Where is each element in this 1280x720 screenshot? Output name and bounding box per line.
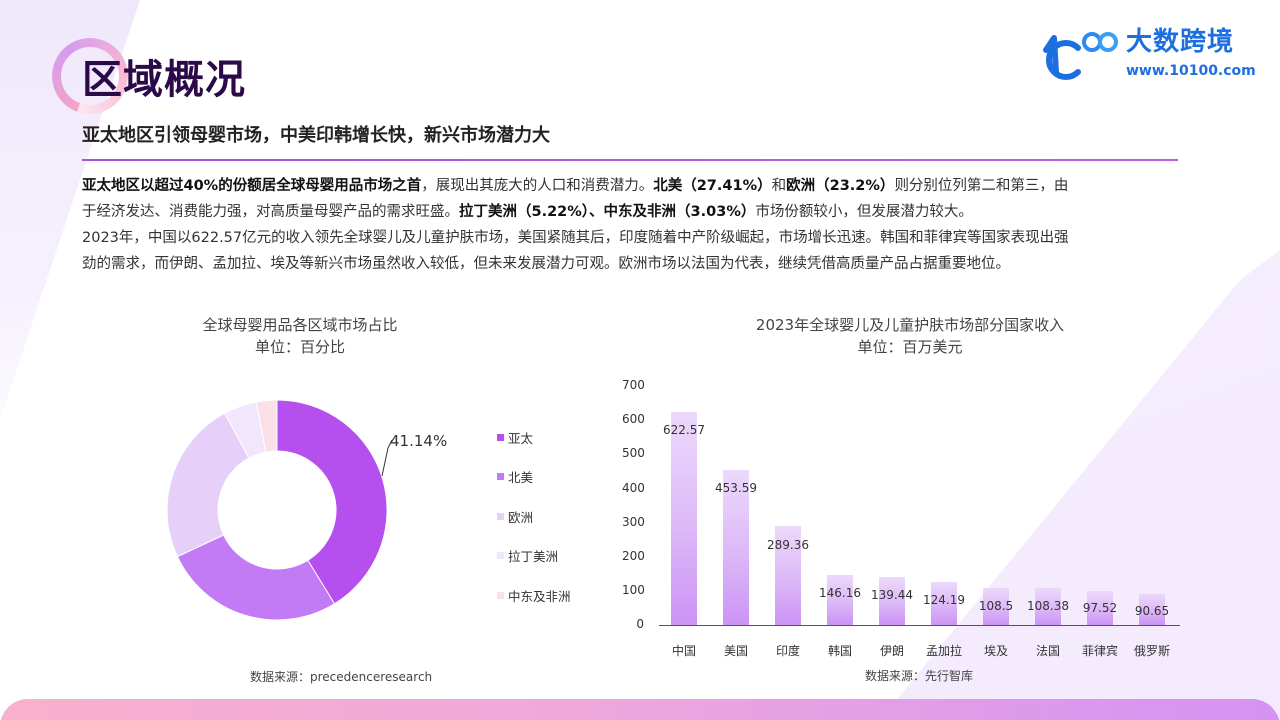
x-axis-label: 韩国 <box>827 644 852 658</box>
legend-swatch-icon <box>497 552 504 559</box>
y-axis-tick: 400 <box>622 481 645 495</box>
y-axis-tick: 500 <box>622 446 645 460</box>
bar-chart-title: 2023年全球婴儿及儿童护肤市场部分国家收入 单位：百万美元 <box>700 314 1120 358</box>
bar-korea[interactable] <box>827 575 853 625</box>
logo-mark-icon <box>1043 32 1118 80</box>
page-subtitle: 亚太地区引领母婴市场，中美印韩增长快，新兴市场潜力大 <box>82 125 550 146</box>
legend-item-latin-america[interactable]: 拉丁美洲 <box>497 546 571 566</box>
x-axis-label: 孟加拉 <box>925 644 962 658</box>
x-axis-label: 中国 <box>671 644 696 658</box>
legend-label: 拉丁美洲 <box>508 549 559 564</box>
logo-url: www.10100.com <box>1126 63 1256 79</box>
bar-value-label: 146.16 <box>819 586 861 600</box>
bar-russia[interactable] <box>1139 594 1165 625</box>
bar-value-label: 453.59 <box>715 481 757 495</box>
bar-value-label: 97.52 <box>1082 601 1118 615</box>
title-divider <box>82 159 1178 161</box>
legend-swatch-icon <box>497 473 504 480</box>
legend-label: 亚太 <box>508 430 534 446</box>
pie-chart-title-text: 全球母婴用品各区域市场占比 <box>202 316 398 334</box>
y-axis-tick: 0 <box>636 617 644 631</box>
body-text-segment: ，展现出其庞大的人口和消费潜力。 <box>421 178 654 194</box>
body-text-segment: 则分别位列第二和第三，由 <box>894 178 1069 194</box>
x-axis-line <box>659 625 1180 626</box>
bar-china[interactable] <box>671 412 697 625</box>
pie-chart-unit: 单位：百分比 <box>254 338 345 356</box>
x-axis-label: 伊朗 <box>879 644 904 658</box>
bar-philippines[interactable] <box>1087 591 1113 625</box>
donut-chart <box>166 399 393 621</box>
pie-slice-north-america[interactable] <box>176 534 336 621</box>
page-title: 区域概况 <box>82 57 246 103</box>
y-axis-tick: 700 <box>622 378 645 392</box>
pie-leader-line <box>381 439 393 477</box>
legend-swatch-icon <box>497 433 504 441</box>
bar-india[interactable] <box>775 526 801 625</box>
body-text-segment: 市场份额较小，但发展潜力较大。 <box>755 204 973 220</box>
legend-swatch-icon <box>497 591 504 599</box>
legend-item-middle-east-africa[interactable]: 中东及非洲 <box>497 585 571 605</box>
legend-label: 欧洲 <box>508 509 534 525</box>
legend-label: 中东及非洲 <box>508 588 571 604</box>
bar-chart-title-text: 2023年全球婴儿及儿童护肤市场部分国家收入 <box>755 316 1065 334</box>
bar-value-label: 289.36 <box>767 538 809 552</box>
bar-chart-source: 数据来源：先行智库 <box>865 669 974 683</box>
pie-slice-asia[interactable] <box>276 399 388 605</box>
bar-value-label: 90.65 <box>1134 604 1170 618</box>
pie-legend: 亚太 北美 欧洲 拉丁美洲 中东及非洲 <box>497 427 571 625</box>
legend-item-europe[interactable]: 欧洲 <box>497 506 571 526</box>
body-text-segment: 2023年，中国以622.57亿元的收入领先全球婴儿及儿童护肤市场，美国紧随其后… <box>82 230 1069 246</box>
y-axis-tick: 100 <box>622 583 645 597</box>
legend-item-asia[interactable]: 亚太 <box>497 427 571 447</box>
summary-paragraph: 亚太地区以超过40%的份额居全球母婴用品市场之首，展现出其庞大的人口和消费潜力。… <box>82 173 1202 277</box>
x-axis-label: 埃及 <box>983 644 1008 658</box>
bar-bangladesh[interactable] <box>931 582 957 625</box>
bar-france[interactable] <box>1035 588 1061 625</box>
latam-mea-highlight: 拉丁美洲（5.22%）、中东及非洲（3.03%） <box>459 204 756 220</box>
brand-logo: 大数跨境 www.10100.com <box>1040 24 1260 84</box>
bar-egypt[interactable] <box>983 588 1009 625</box>
bar-value-label: 139.44 <box>871 588 913 602</box>
pie-slice-europe[interactable] <box>166 412 250 558</box>
legend-item-north-america[interactable]: 北美 <box>497 467 571 487</box>
bar-value-label: 124.19 <box>923 593 965 607</box>
body-text-segment: 于经济发达、消费能力强，对高质量母婴产品的需求旺盛。 <box>82 204 459 220</box>
bar-chart: 700 600 500 400 300 200 100 0 622.57 453… <box>600 370 1220 670</box>
title-ring-decoration <box>52 38 128 114</box>
y-axis-tick: 200 <box>622 549 645 563</box>
bar-value-label: 622.57 <box>663 423 705 437</box>
logo-name: 大数跨境 <box>1126 27 1235 57</box>
footer-gradient-bar <box>0 699 1280 720</box>
body-text-segment: 劲的需求，而伊朗、孟加拉、埃及等新兴市场虽然收入较低，但未来发展潜力可观。欧洲市… <box>82 256 1010 272</box>
legend-swatch-icon <box>497 512 504 520</box>
bar-iran[interactable] <box>879 577 905 625</box>
body-text-segment: 和 <box>771 178 787 194</box>
x-axis-label: 俄罗斯 <box>1133 644 1170 658</box>
pie-chart-source: 数据来源：precedenceresearch <box>250 670 433 684</box>
x-axis-label: 印度 <box>775 644 800 658</box>
y-axis-tick: 600 <box>622 412 645 426</box>
europe-highlight: 欧洲（23.2%） <box>786 178 895 194</box>
pie-chart-title: 全球母婴用品各区域市场占比 单位：百分比 <box>180 314 420 358</box>
pie-data-label: 41.14% <box>390 432 448 450</box>
legend-label: 北美 <box>508 470 534 485</box>
x-axis-label: 菲律宾 <box>1081 644 1118 658</box>
bar-usa[interactable] <box>723 470 749 625</box>
x-axis-label: 法国 <box>1035 644 1060 658</box>
bar-value-label: 108.38 <box>1027 599 1069 613</box>
asia-highlight: 亚太地区以超过40%的份额居全球母婴用品市场之首 <box>82 178 422 194</box>
pie-slice-middle-east-africa[interactable] <box>255 399 278 453</box>
north-america-highlight: 北美（27.41%） <box>653 178 772 194</box>
x-axis-label: 美国 <box>723 644 748 658</box>
y-axis-tick: 300 <box>622 515 645 529</box>
bar-chart-unit: 单位：百万美元 <box>857 338 963 356</box>
bar-value-label: 108.5 <box>978 599 1014 613</box>
